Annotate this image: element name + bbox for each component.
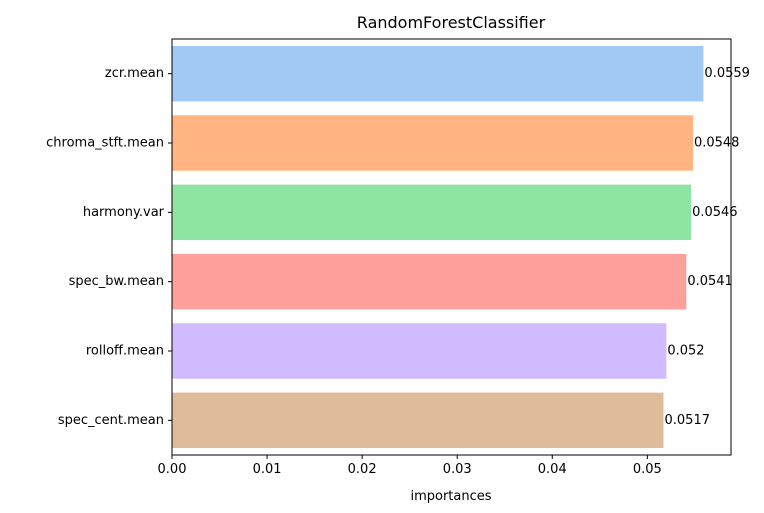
y-tick-label: spec_cent.mean xyxy=(58,413,164,428)
bars-group xyxy=(172,45,704,449)
bar-zcr-mean xyxy=(172,45,704,102)
bar-rolloff-mean xyxy=(172,323,667,379)
chart-title: RandomForestClassifier xyxy=(357,13,546,32)
y-tick-label: rolloff.mean xyxy=(86,344,164,359)
data-label: 0.0541 xyxy=(687,274,733,289)
x-tick-label: 0.00 xyxy=(158,462,187,477)
y-axis-ticks: zcr.mean chroma_stft.mean harmony.var spec_… xyxy=(46,66,172,428)
y-tick-label: spec_bw.mean xyxy=(69,274,164,289)
bar-spec-bw-mean xyxy=(172,253,687,310)
x-tick-label: 0.01 xyxy=(253,462,282,477)
x-tick-label: 0.05 xyxy=(633,462,662,477)
y-tick-label: chroma_stft.mean xyxy=(46,136,164,151)
x-tick-label: 0.04 xyxy=(538,462,567,477)
data-labels-group: 0.0559 0.0548 0.0546 0.0541 0.052 0.0517 xyxy=(665,66,750,428)
x-axis-label: importances xyxy=(410,489,491,504)
bar-chroma-stft-mean xyxy=(172,115,693,171)
data-label: 0.0559 xyxy=(704,66,750,81)
x-tick-label: 0.02 xyxy=(348,462,377,477)
x-tick-label: 0.03 xyxy=(443,462,472,477)
data-label: 0.0517 xyxy=(665,413,711,428)
x-axis-ticks: 0.00 0.01 0.02 0.03 0.04 0.05 xyxy=(158,455,662,477)
data-label: 0.052 xyxy=(667,344,704,359)
data-label: 0.0546 xyxy=(692,205,738,220)
bar-spec-cent-mean xyxy=(172,392,664,449)
plot-frame xyxy=(171,38,732,456)
y-tick-label: zcr.mean xyxy=(105,66,164,81)
bar-harmony-var xyxy=(172,184,692,241)
data-label: 0.0548 xyxy=(694,136,740,151)
y-tick-label: harmony.var xyxy=(83,205,165,220)
